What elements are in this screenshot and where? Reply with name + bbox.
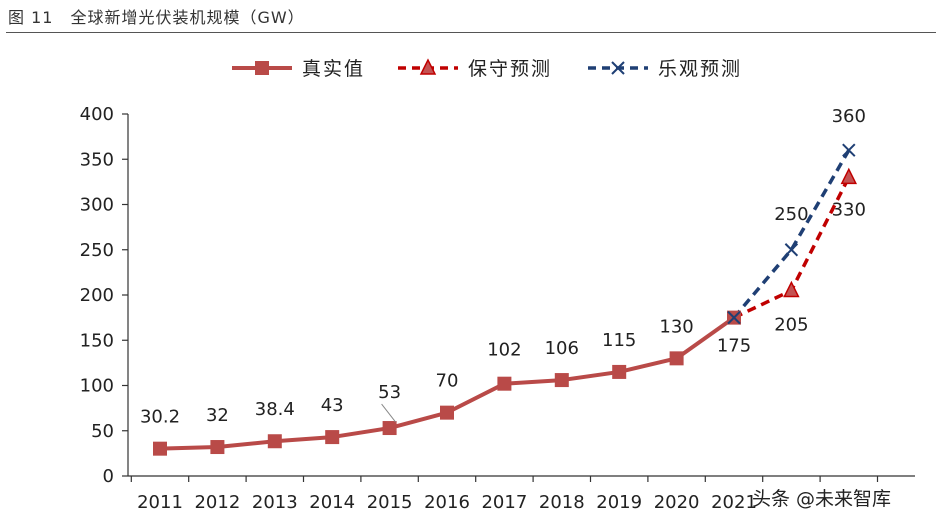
data-point-x bbox=[727, 310, 741, 325]
data-point-triangle bbox=[783, 280, 800, 298]
data-label-actual: 38.4 bbox=[255, 399, 295, 420]
x-tick-label: 2013 bbox=[252, 492, 298, 513]
data-label-actual: 30.2 bbox=[140, 407, 180, 428]
data-label-optimistic: 250 bbox=[774, 204, 808, 225]
x-tick-label: 2011 bbox=[137, 492, 183, 513]
data-label-optimistic: 360 bbox=[832, 106, 866, 127]
watermark-text: 头条 @未来智库 bbox=[752, 488, 892, 510]
data-point-square bbox=[325, 430, 340, 445]
y-tick-label: 150 bbox=[80, 330, 114, 351]
data-label-actual: 43 bbox=[321, 395, 344, 416]
data-point-x bbox=[611, 61, 625, 75]
y-tick-label: 400 bbox=[80, 104, 114, 125]
series-line-dashed-x bbox=[732, 149, 851, 319]
x-tick-label: 2018 bbox=[539, 492, 585, 513]
y-tick-label: 350 bbox=[80, 149, 114, 170]
chart-data-labels: 30.2 32 38.4 43 53 70 102 106 115 130 175 205 330 250… bbox=[140, 106, 866, 427]
chart-legend: 真实值 保守预测 乐观预测 bbox=[232, 58, 742, 80]
data-point-square bbox=[267, 434, 282, 449]
x-tick-label: 2017 bbox=[481, 492, 527, 513]
data-label-actual: 130 bbox=[659, 316, 693, 337]
x-tick-label: 2014 bbox=[309, 492, 355, 513]
legend-label: 真实值 bbox=[302, 58, 365, 80]
data-point-square bbox=[669, 351, 684, 366]
chart-series bbox=[153, 143, 858, 456]
data-label-actual: 102 bbox=[487, 340, 521, 361]
y-tick-label: 300 bbox=[80, 195, 114, 216]
data-label-actual: 106 bbox=[545, 338, 579, 359]
data-point-square bbox=[255, 61, 269, 75]
data-point-triangle bbox=[840, 167, 858, 185]
label-leader-line bbox=[381, 403, 396, 423]
x-tick-label: 2021 bbox=[711, 492, 757, 513]
x-tick-label: 2015 bbox=[367, 492, 413, 513]
x-tick-label: 2012 bbox=[194, 492, 240, 513]
data-point-square bbox=[497, 376, 512, 391]
x-tick-label: 2020 bbox=[654, 492, 700, 513]
y-tick-label: 50 bbox=[91, 421, 114, 442]
data-point-square bbox=[612, 364, 627, 379]
chart-axes: 0 50 100 150 200 250 300 350 400 2011 2012 2013 2014… bbox=[80, 104, 915, 513]
y-tick-label: 200 bbox=[80, 285, 114, 306]
data-label-actual: 32 bbox=[206, 405, 229, 426]
x-tick-label: 2016 bbox=[424, 492, 470, 513]
title-divider bbox=[6, 32, 936, 33]
data-label-actual: 70 bbox=[436, 371, 459, 392]
data-label-actual: 53 bbox=[378, 382, 401, 403]
data-point-x bbox=[784, 243, 799, 257]
data-point-square bbox=[440, 405, 454, 420]
data-point-square bbox=[153, 441, 167, 456]
y-tick-label: 250 bbox=[80, 240, 114, 261]
legend-label: 乐观预测 bbox=[658, 58, 742, 80]
data-label-actual: 175 bbox=[717, 336, 751, 357]
data-point-square bbox=[382, 421, 397, 436]
x-tick-label: 2019 bbox=[596, 492, 642, 513]
y-tick-label: 0 bbox=[103, 466, 114, 487]
data-point-x bbox=[842, 143, 856, 157]
data-point-square bbox=[210, 440, 225, 455]
legend-label: 保守预测 bbox=[468, 58, 552, 80]
data-label-actual: 115 bbox=[602, 330, 636, 351]
data-point-triangle bbox=[419, 58, 437, 75]
y-tick-label: 100 bbox=[80, 376, 114, 397]
figure-title: 图 11 全球新增光伏装机规模（GW） bbox=[8, 8, 305, 27]
data-label-conservative: 330 bbox=[832, 199, 866, 220]
data-point-square bbox=[554, 373, 569, 388]
data-label-conservative: 205 bbox=[774, 314, 808, 335]
